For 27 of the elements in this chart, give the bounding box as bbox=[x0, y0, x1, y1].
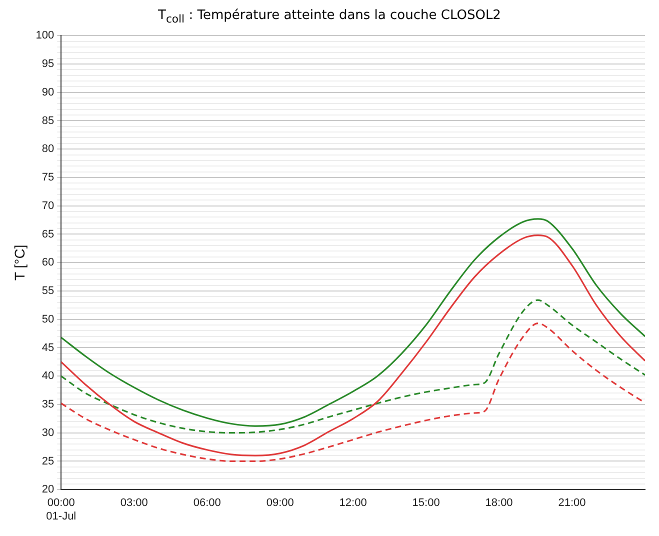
x-tick-label: 03:00 bbox=[120, 497, 148, 510]
y-axis-title: T [°C] bbox=[11, 244, 28, 280]
x-tick-label: 06:00 bbox=[193, 497, 221, 510]
x-tick-label: 21:00 bbox=[558, 497, 586, 510]
y-tick-label: 55 bbox=[42, 285, 54, 298]
x-tick-label: 09:00 bbox=[266, 497, 294, 510]
y-tick-label: 65 bbox=[42, 228, 54, 240]
y-tick-label: 70 bbox=[42, 200, 54, 212]
y-tick-label: 75 bbox=[42, 172, 54, 184]
y-tick-label: 30 bbox=[42, 426, 54, 439]
y-tick-label: 40 bbox=[42, 370, 54, 382]
x-tick-label: 15:00 bbox=[412, 497, 440, 510]
y-tick-label: 45 bbox=[42, 342, 54, 354]
y-tick-label: 100 bbox=[36, 30, 54, 42]
chart-title: T$_{coll}$ : Température atteinte dans la couche CLOSOL2 bbox=[157, 8, 502, 26]
y-tick-label: 95 bbox=[42, 58, 54, 70]
y-tick-label: 50 bbox=[42, 313, 54, 326]
y-tick-label: 90 bbox=[42, 86, 54, 98]
y-tick-label: 80 bbox=[42, 143, 54, 156]
y-tick-label: 25 bbox=[42, 455, 54, 468]
y-tick-label: 85 bbox=[42, 114, 54, 127]
y-tick-label: 20 bbox=[42, 484, 54, 496]
y-tick-label: 60 bbox=[42, 256, 54, 269]
y-tick-label: 35 bbox=[42, 398, 54, 411]
x-tick-label: 00:00 01-Jul bbox=[46, 497, 76, 522]
x-tick-label: 12:00 bbox=[339, 497, 367, 510]
x-tick-label: 18:00 bbox=[485, 497, 513, 510]
